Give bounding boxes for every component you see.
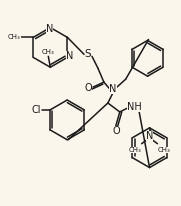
Text: CH₃: CH₃ xyxy=(128,147,141,153)
Text: Cl: Cl xyxy=(31,105,41,115)
Text: CH₃: CH₃ xyxy=(42,49,55,55)
Text: N: N xyxy=(66,51,73,61)
Text: N: N xyxy=(46,25,53,34)
Text: CH₃: CH₃ xyxy=(158,147,171,153)
Text: CH₃: CH₃ xyxy=(8,34,21,40)
Text: N: N xyxy=(109,84,117,94)
Text: O: O xyxy=(84,83,92,93)
Text: NH: NH xyxy=(127,102,142,112)
Text: O: O xyxy=(113,126,121,136)
Text: N: N xyxy=(146,131,153,141)
Text: S: S xyxy=(85,49,91,59)
